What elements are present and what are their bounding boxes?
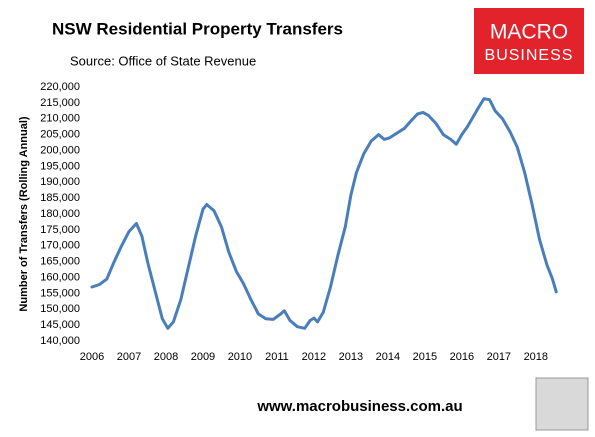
x-tick-label: 2015 — [413, 351, 437, 363]
x-tick-label: 2013 — [339, 351, 363, 363]
y-tick-label: 155,000 — [40, 287, 80, 299]
line-series — [90, 97, 558, 330]
x-tick-label: 2016 — [450, 351, 474, 363]
x-tick-label: 2006 — [80, 351, 104, 363]
footer: www.macrobusiness.com.au — [256, 398, 462, 415]
logo-text: MACRO — [490, 21, 568, 44]
y-tick-label: 180,000 — [40, 208, 80, 220]
x-tick-label: 2008 — [154, 351, 178, 363]
y-axis-label: Number of Transfers (Rolling Annual) — [18, 116, 30, 311]
y-tick-label: 175,000 — [40, 224, 80, 236]
y-tick-label: 190,000 — [40, 176, 80, 188]
y-tick-label: 210,000 — [40, 113, 80, 125]
y-tick-label: 160,000 — [40, 271, 80, 283]
y-tick-label: 185,000 — [40, 192, 80, 204]
y-tick-label: 195,000 — [40, 160, 80, 172]
y-tick-label: 200,000 — [40, 144, 80, 156]
y-tick-label: 170,000 — [40, 240, 80, 252]
x-tick-label: 2009 — [191, 351, 215, 363]
y-tick-label: 215,000 — [40, 97, 80, 109]
x-tick-label: 2014 — [376, 351, 400, 363]
x-tick-label: 2018 — [524, 351, 548, 363]
x-tick-label: 2007 — [117, 351, 141, 363]
y-tick-label: 205,000 — [40, 129, 80, 141]
logo-text: BUSINESS — [485, 47, 574, 64]
y-tick-label: 220,000 — [40, 81, 80, 93]
y-tick-label: 140,000 — [40, 335, 80, 347]
y-tick-label: 150,000 — [40, 303, 80, 315]
x-tick-label: 2012 — [302, 351, 326, 363]
y-tick-label: 165,000 — [40, 256, 80, 268]
x-tick-label: 2011 — [265, 351, 289, 363]
y-tick-label: 145,000 — [40, 319, 80, 331]
x-tick-label: 2010 — [228, 351, 252, 363]
chart-title: NSW Residential Property Transfers — [52, 19, 343, 38]
wolf-icon — [535, 377, 589, 431]
x-tick-label: 2017 — [487, 351, 511, 363]
chart-subtitle: Source: Office of State Revenue — [70, 53, 256, 68]
logo-box — [474, 8, 584, 74]
